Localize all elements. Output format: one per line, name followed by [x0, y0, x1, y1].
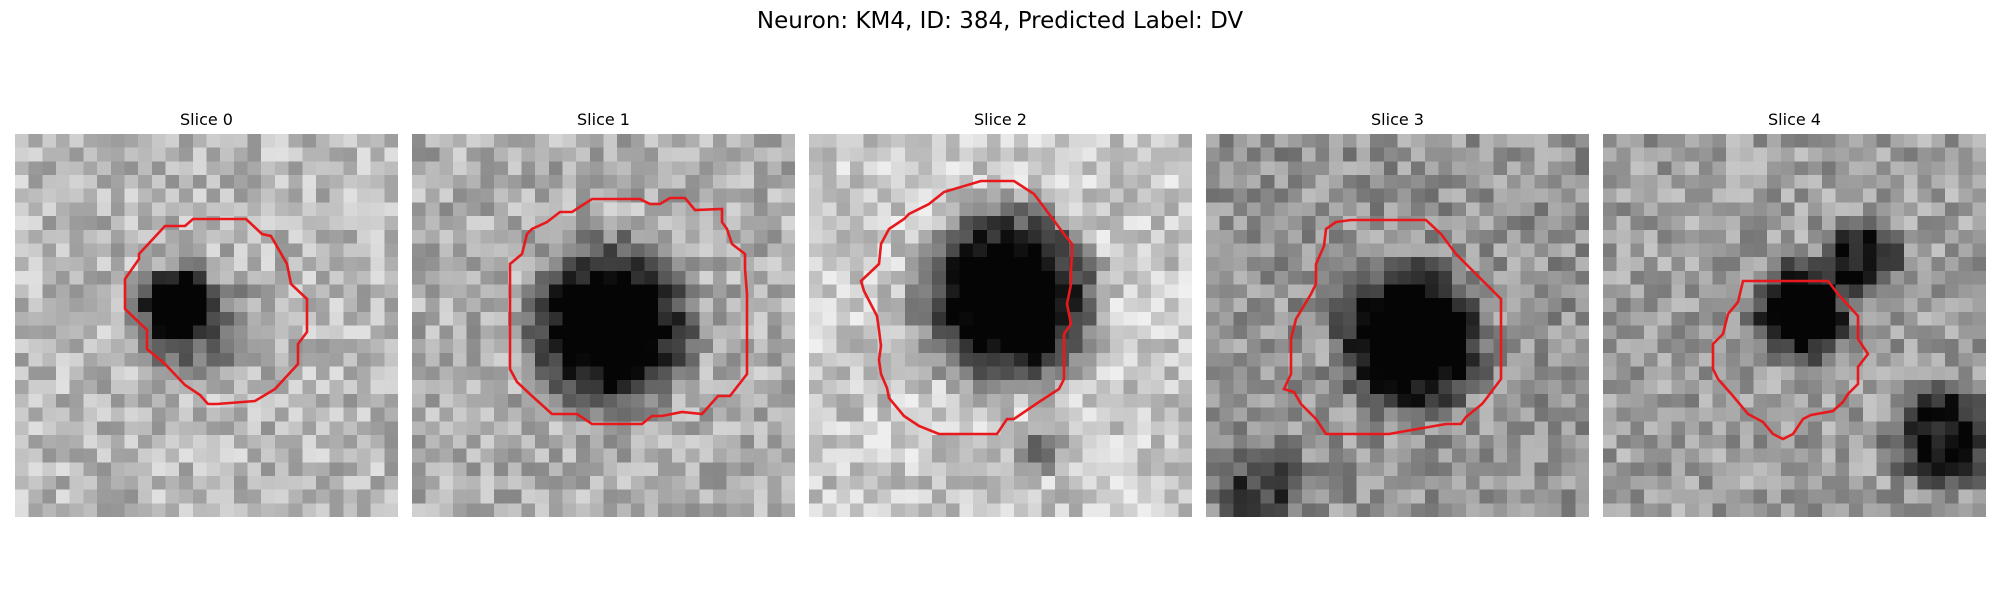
slice-image [1603, 134, 1986, 517]
grayscale-slice-image [1603, 134, 1986, 517]
slice-title: Slice 3 [1371, 110, 1424, 129]
slice-title: Slice 2 [974, 110, 1027, 129]
slice-title: Slice 4 [1768, 110, 1821, 129]
roi-contour [508, 196, 749, 426]
slice-panel-3: Slice 3 [1206, 110, 1589, 517]
slice-image [809, 134, 1192, 517]
slice-panel-1: Slice 1 [412, 110, 795, 517]
slice-image [1206, 134, 1589, 517]
slice-image [412, 134, 795, 517]
slice-panel-4: Slice 4 [1603, 110, 1986, 517]
grayscale-slice-image [15, 134, 398, 517]
slice-title: Slice 0 [180, 110, 233, 129]
figure-title: Neuron: KM4, ID: 384, Predicted Label: D… [756, 8, 1244, 34]
roi-contour [123, 217, 309, 406]
slice-title: Slice 1 [577, 110, 630, 129]
slice-image [15, 134, 398, 517]
roi-contour [1282, 218, 1503, 436]
grayscale-slice-image [809, 134, 1192, 517]
roi-contour [1711, 279, 1870, 441]
slice-panel-0: Slice 0 [15, 110, 398, 517]
slice-panel-2: Slice 2 [809, 110, 1192, 517]
grayscale-slice-image [1206, 134, 1589, 517]
roi-contour [859, 179, 1074, 436]
